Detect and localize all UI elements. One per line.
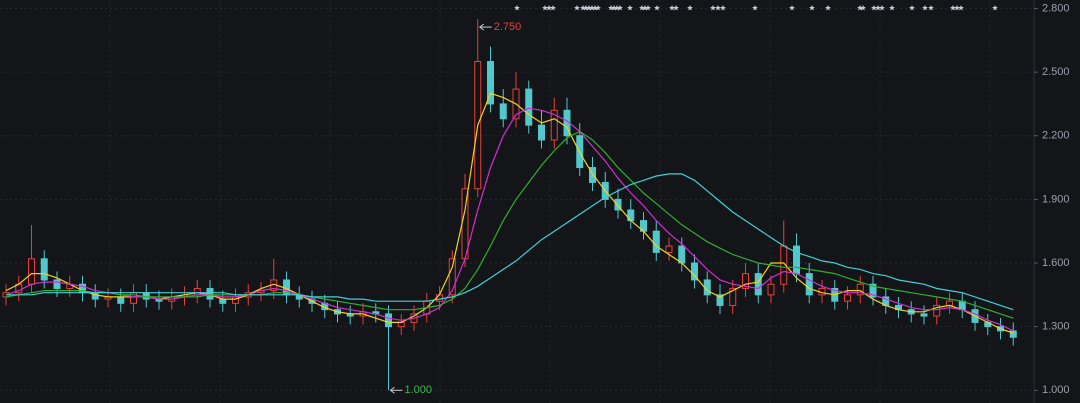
event-star [928,5,934,11]
event-star [595,5,601,11]
candle-body [844,294,851,302]
candle-body [206,287,214,300]
candle-body [487,61,494,105]
moving-average-line [5,130,1014,319]
candle-body [691,262,698,281]
event-star [645,5,651,11]
candle-body [448,258,456,296]
event-star [642,5,648,11]
event-star [860,5,866,11]
candle-body [742,273,749,289]
event-star [825,5,831,11]
candle-body [652,230,660,253]
event-star [586,5,592,11]
event-star [550,5,556,11]
candle-body [716,294,724,306]
event-star [857,5,863,11]
event-star [715,5,721,11]
candle-body [219,298,227,304]
y-tick-label: 1.900 [1042,193,1070,205]
event-star [992,5,998,11]
candle-body [397,321,405,328]
event-star [611,5,617,11]
candle-body [525,88,533,126]
candle-body [53,279,61,289]
event-star [639,5,645,11]
candle-body [40,258,48,281]
candle-body [117,296,125,304]
event-star [871,5,877,11]
annotation-arrowhead [478,23,485,31]
event-star [669,5,675,11]
event-star [583,5,589,11]
candle-body [499,103,507,120]
event-star [875,5,881,11]
event-star [654,5,660,11]
event-star [608,5,614,11]
event-star [617,5,623,11]
candle-body [385,313,392,328]
candle-body [869,283,877,298]
event-star [809,5,815,11]
candle-body [920,313,928,317]
y-tick-label: 2.200 [1042,130,1070,142]
candle-body [767,283,775,296]
candle-body [436,294,443,302]
event-star [627,5,633,11]
candle-body [933,304,941,317]
event-star [673,5,679,11]
y-tick-label: 2.500 [1042,66,1070,78]
event-star [752,5,758,11]
candle-body [550,109,558,141]
event-star [592,5,598,11]
candle-body [754,273,762,296]
event-star [950,5,956,11]
candle-body [193,287,201,296]
annotation-label: 1.000 [405,384,433,396]
candle-body [805,273,813,296]
event-star [954,5,960,11]
event-star [580,5,586,11]
event-star [710,5,716,11]
event-star [687,5,693,11]
event-star [574,5,580,11]
candle-body [793,245,800,275]
event-star [589,5,595,11]
event-star [789,5,795,11]
y-tick-label: 1.000 [1042,384,1070,396]
event-star [909,5,915,11]
candle-body [856,283,864,296]
annotation-label: 2.750 [494,21,522,33]
candle-body [589,167,596,183]
candle-body [678,245,686,264]
event-star [542,5,548,11]
event-star [879,5,885,11]
event-star [922,5,928,11]
candle-body [538,124,545,141]
annotation-arrowhead [389,386,395,394]
event-star [720,5,726,11]
candle-body [729,287,737,306]
candle-body [28,258,35,285]
candle-body [142,292,150,300]
candle-body [614,198,622,211]
event-star [614,5,620,11]
event-star [546,5,552,11]
event-star [889,5,895,11]
y-tick-label: 1.300 [1042,321,1070,333]
moving-average-line [6,173,1014,311]
moving-average-line [5,107,1014,332]
event-star [958,5,964,11]
y-tick-label: 1.600 [1042,257,1070,269]
y-tick-label: 2.800 [1042,2,1070,14]
candle-body [665,245,673,253]
event-star [514,5,520,11]
